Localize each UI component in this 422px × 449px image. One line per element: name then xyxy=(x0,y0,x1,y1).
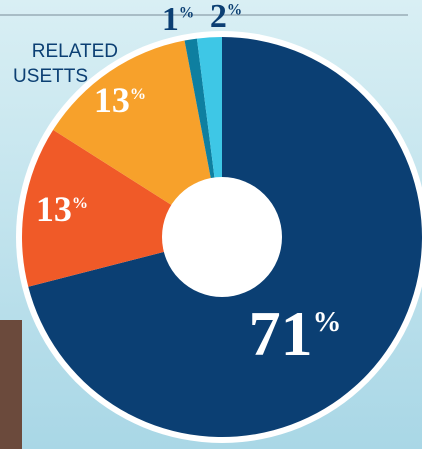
annotation: USETTS xyxy=(13,66,88,87)
donut-hole xyxy=(162,177,282,297)
photo xyxy=(0,320,22,449)
chart: RELATED USETTS 71%13%13%1%2% xyxy=(0,0,422,449)
annotation: RELATED xyxy=(32,41,118,62)
